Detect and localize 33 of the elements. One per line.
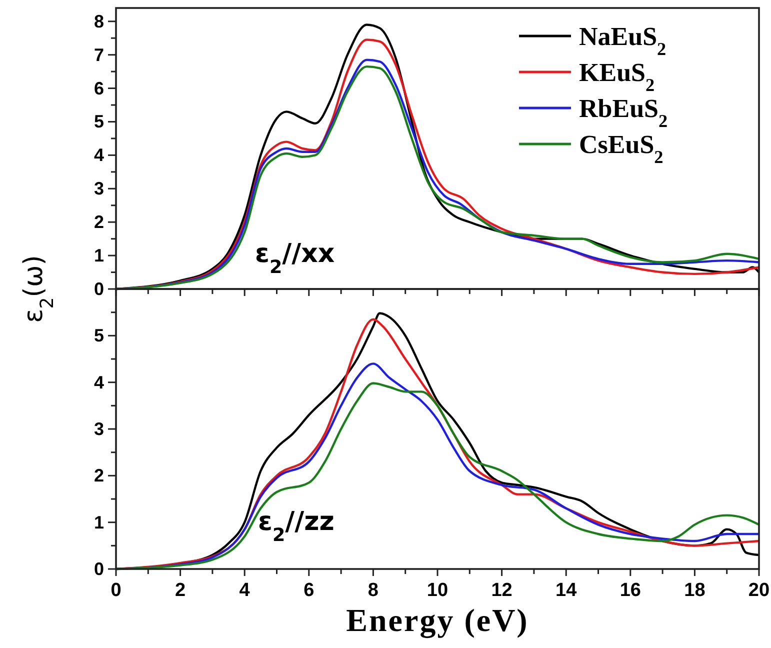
x-tick-label: 10: [426, 580, 448, 601]
y-tick-label: 5: [94, 112, 104, 132]
x-tick-label: 8: [368, 580, 378, 601]
annotation: ε$_{2}$//xx: [255, 239, 335, 278]
y-tick-label: 1: [94, 246, 104, 266]
legend-label: CsEuS$_{2}$: [579, 130, 664, 167]
x-tick-label: 2: [175, 580, 186, 601]
y-tick-label: 4: [94, 372, 104, 392]
y-tick-label: 5: [94, 326, 104, 346]
x-tick-label: 4: [239, 580, 250, 601]
x-tick-label: 6: [304, 580, 314, 601]
x-axis-title: Energy (eV): [346, 602, 529, 639]
y-tick-label: 2: [94, 212, 104, 232]
x-tick-label: 20: [748, 580, 770, 601]
legend-label: KEuS$_{2}$: [579, 58, 655, 95]
y-tick-label: 2: [94, 466, 104, 486]
legend-label: NaEuS$_{2}$: [579, 22, 666, 59]
y-tick-label: 0: [94, 559, 104, 579]
legend-label: RbEuS$_{2}$: [579, 94, 668, 131]
x-tick-label: 0: [110, 580, 122, 601]
y-tick-label: 8: [94, 11, 104, 32]
y-tick-label: 3: [94, 178, 104, 199]
x-tick-label: 18: [684, 580, 706, 601]
y-tick-label: 7: [94, 44, 104, 65]
y-tick-label: 6: [94, 78, 104, 98]
x-tick-label: 16: [620, 580, 641, 601]
y-tick-label: 1: [94, 512, 104, 532]
annotation: ε$_{2}$//zz: [258, 507, 334, 546]
y-tick-label: 4: [94, 145, 104, 166]
y-tick-label: 0: [94, 279, 104, 299]
y-tick-label: 3: [94, 419, 104, 439]
x-tick-label: 14: [556, 580, 578, 601]
x-tick-label: 12: [491, 580, 512, 601]
